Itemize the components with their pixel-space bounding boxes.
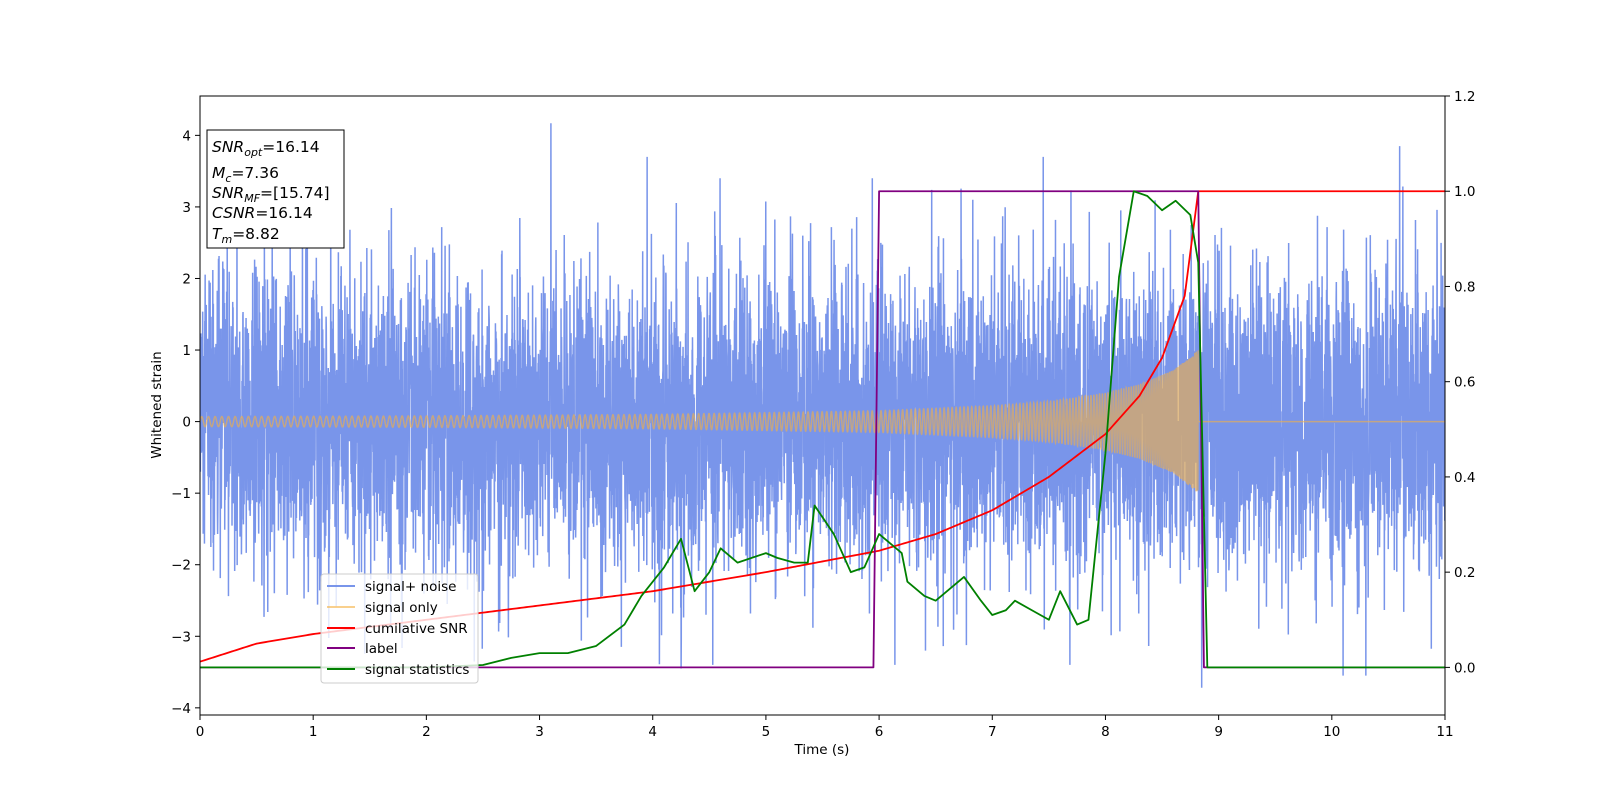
info-line: Mc=7.36 xyxy=(212,164,279,185)
series-signal-plus-noise xyxy=(200,123,1445,688)
series-signal-statistics xyxy=(200,190,1445,669)
y-left-tick-label: 3 xyxy=(182,200,191,216)
x-tick-label: 5 xyxy=(762,724,771,740)
y-left-tick-label: 0 xyxy=(182,415,191,431)
y-left-tick-label: 4 xyxy=(182,128,191,144)
axes: 0 1 2 3 4 5 6 7 8 9 10 11 −4 −3 −2 −1 0 1 2 3 4 0.0 0.2 0.4 0.6 0… xyxy=(171,89,1475,740)
info-annotation-box: SNRopt=16.14 Mc=7.36SNRMF=[15.74]CSNR=16.… xyxy=(206,129,345,249)
x-tick-label: 3 xyxy=(535,724,544,740)
y-right-tick-label: 0.4 xyxy=(1454,470,1475,486)
legend-frame xyxy=(320,573,479,684)
info-line: SNRMF=[15.74] xyxy=(212,184,330,205)
y-right-tick-label: 0.8 xyxy=(1454,279,1475,295)
y-left-tick-label: −4 xyxy=(171,701,191,717)
y-right-tick-label: 0.0 xyxy=(1454,660,1475,676)
x-tick-label: 8 xyxy=(1101,724,1110,740)
legend-label: signal only xyxy=(365,600,438,616)
x-tick-label: 11 xyxy=(1436,724,1453,740)
y-right-tick-label: 1.2 xyxy=(1454,89,1475,105)
y-axis-label: Whitened strain xyxy=(149,351,165,458)
y-left-tick-label: −2 xyxy=(171,558,191,574)
legend-label: signal+ noise xyxy=(365,579,456,595)
y-left-tick-label: 1 xyxy=(182,343,191,359)
y-right-tick-label: 0.2 xyxy=(1454,565,1475,581)
axes-frame xyxy=(199,95,1446,716)
y-left-tick-label: −3 xyxy=(171,629,191,645)
x-tick-label: 9 xyxy=(1214,724,1223,740)
y-right-tick-label: 0.6 xyxy=(1454,375,1475,391)
x-tick-label: 0 xyxy=(196,724,205,740)
legend-label: label xyxy=(365,641,398,657)
x-tick-label: 7 xyxy=(988,724,997,740)
x-tick-label: 10 xyxy=(1323,724,1340,740)
info-line: Tm=8.82 xyxy=(212,225,280,246)
legend-label: cumilative SNR xyxy=(365,621,468,637)
y-left-tick-label: 2 xyxy=(182,271,191,287)
x-tick-label: 4 xyxy=(648,724,657,740)
info-line: SNRopt=16.14 xyxy=(212,138,320,159)
x-tick-label: 2 xyxy=(422,724,431,740)
x-axis-label: Time (s) xyxy=(794,742,850,758)
x-tick-label: 6 xyxy=(875,724,884,740)
y-left-tick-label: −1 xyxy=(171,486,191,502)
x-tick-label: 1 xyxy=(309,724,318,740)
legend: signal+ noise signal only cumilative SNR la… xyxy=(320,573,479,684)
info-box-frame xyxy=(206,129,345,249)
legend-label: signal statistics xyxy=(365,662,469,678)
series-signal-only xyxy=(200,350,1445,492)
info-line: CSNR=16.14 xyxy=(212,204,313,222)
y-right-tick-label: 1.0 xyxy=(1454,184,1475,200)
